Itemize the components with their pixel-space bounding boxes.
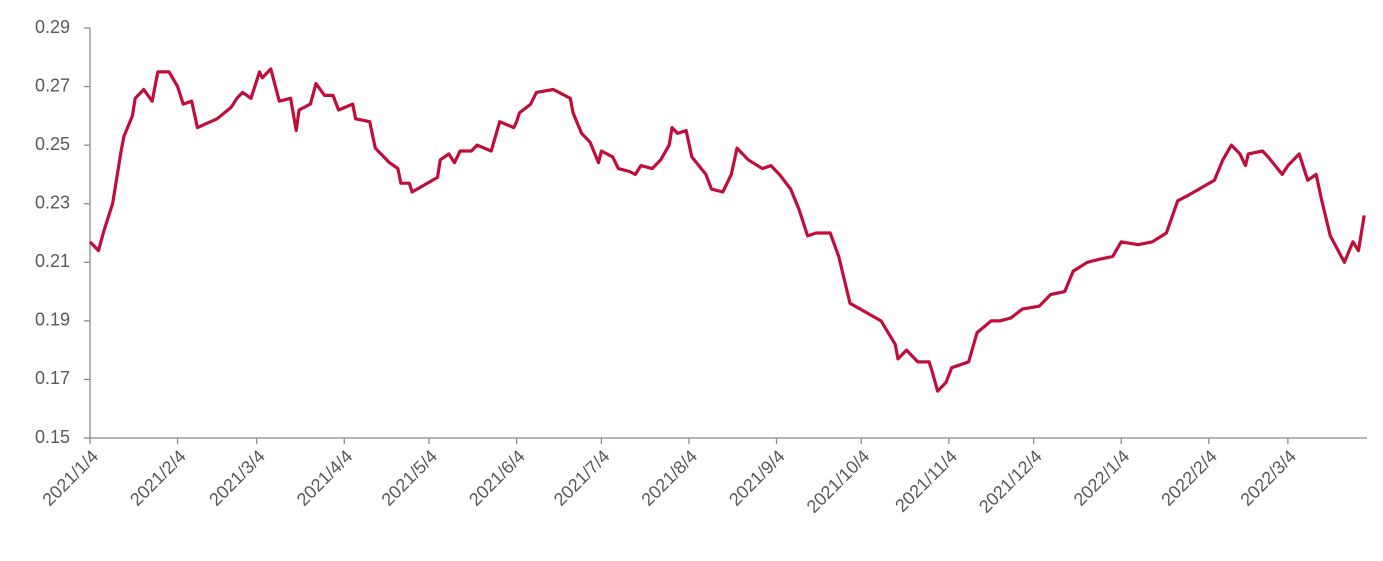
y-tick-label: 0.27 — [35, 75, 70, 95]
line-series — [88, 67, 1366, 393]
x-tick-label: 2021/1/4 — [38, 446, 102, 510]
y-tick-label: 0.25 — [35, 134, 70, 154]
x-tick-label: 2021/12/4 — [975, 446, 1046, 517]
x-tick-label: 2021/10/4 — [803, 446, 874, 517]
x-tick-label: 2021/3/4 — [205, 446, 269, 510]
x-tick-label: 2021/2/4 — [126, 446, 190, 510]
x-tick-label: 2021/6/4 — [465, 446, 529, 510]
x-tick-label: 2021/5/4 — [378, 446, 442, 510]
y-tick-label: 0.29 — [35, 17, 70, 37]
x-tick-label: 2021/11/4 — [891, 446, 961, 516]
y-tick-label: 0.23 — [35, 192, 70, 212]
y-tick-label: 0.17 — [35, 368, 70, 388]
x-tick-label: 2022/2/4 — [1157, 446, 1221, 510]
x-tick-label: 2021/9/4 — [725, 446, 789, 510]
x-tick-label: 2022/3/4 — [1236, 446, 1300, 510]
x-tick-label: 2021/8/4 — [637, 446, 701, 510]
x-tick-label: 2021/7/4 — [550, 446, 614, 510]
y-tick-label: 0.19 — [35, 310, 70, 330]
x-tick-label: 2022/1/4 — [1070, 446, 1134, 510]
x-tick-label: 2021/4/4 — [293, 446, 357, 510]
y-tick-label: 0.21 — [35, 251, 70, 271]
y-tick-label: 0.15 — [35, 427, 70, 447]
